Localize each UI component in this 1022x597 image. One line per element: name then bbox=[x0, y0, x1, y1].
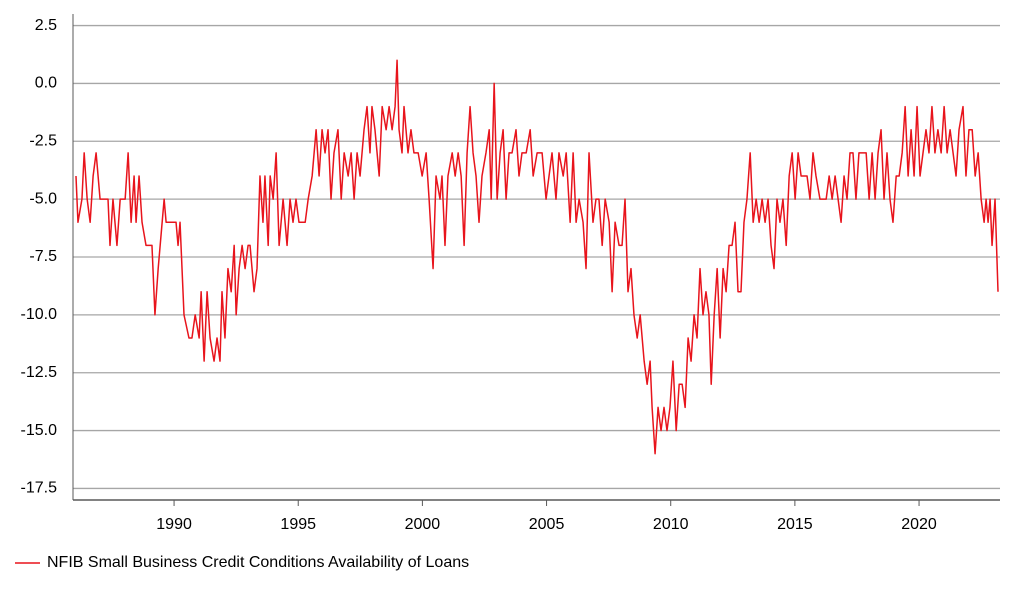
data-line bbox=[75, 59, 999, 455]
x-tick-label: 2010 bbox=[653, 516, 689, 533]
y-tick-label: -17.5 bbox=[21, 480, 58, 497]
y-tick-label: -7.5 bbox=[29, 248, 57, 265]
x-tick-label: 1990 bbox=[156, 516, 192, 533]
y-tick-label: 0.0 bbox=[35, 75, 57, 92]
y-tick-label: -5.0 bbox=[29, 190, 57, 207]
y-tick-label: 2.5 bbox=[35, 17, 57, 34]
y-tick-label: -2.5 bbox=[29, 133, 57, 150]
y-tick-label: -15.0 bbox=[21, 422, 58, 439]
x-tick-label: 2020 bbox=[901, 516, 937, 533]
legend-label: NFIB Small Business Credit Conditions Av… bbox=[47, 554, 469, 571]
x-tick-label: 2015 bbox=[777, 516, 813, 533]
y-tick-label: -10.0 bbox=[21, 306, 58, 323]
x-tick-label: 1995 bbox=[280, 516, 316, 533]
x-tick-label: 2005 bbox=[529, 516, 565, 533]
x-tick-label: 2000 bbox=[405, 516, 441, 533]
y-tick-label: -12.5 bbox=[21, 364, 58, 381]
